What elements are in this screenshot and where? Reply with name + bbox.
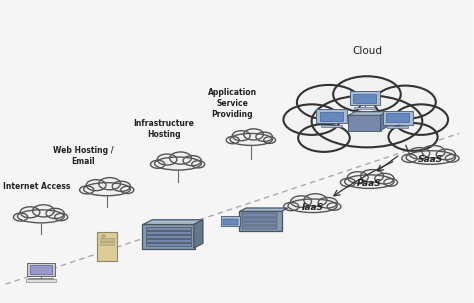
Ellipse shape: [384, 179, 398, 186]
FancyBboxPatch shape: [146, 239, 191, 242]
Ellipse shape: [170, 152, 191, 164]
FancyBboxPatch shape: [26, 279, 56, 282]
FancyBboxPatch shape: [146, 243, 191, 246]
Ellipse shape: [121, 186, 134, 194]
Ellipse shape: [375, 173, 394, 184]
Ellipse shape: [226, 136, 239, 144]
Circle shape: [101, 235, 105, 237]
Ellipse shape: [406, 151, 456, 164]
Polygon shape: [349, 112, 387, 115]
Ellipse shape: [361, 170, 383, 182]
FancyBboxPatch shape: [146, 235, 191, 238]
Ellipse shape: [264, 137, 275, 143]
Ellipse shape: [191, 161, 205, 168]
Ellipse shape: [297, 85, 361, 120]
FancyBboxPatch shape: [321, 125, 342, 127]
FancyBboxPatch shape: [348, 115, 381, 131]
Ellipse shape: [230, 133, 273, 145]
Ellipse shape: [151, 160, 165, 168]
FancyBboxPatch shape: [100, 242, 114, 245]
Text: Internet Access: Internet Access: [3, 182, 71, 191]
Ellipse shape: [283, 104, 340, 135]
Ellipse shape: [340, 178, 356, 187]
FancyBboxPatch shape: [30, 265, 52, 274]
Ellipse shape: [157, 154, 177, 165]
Ellipse shape: [112, 181, 130, 191]
Ellipse shape: [256, 132, 273, 142]
FancyBboxPatch shape: [317, 109, 346, 123]
Ellipse shape: [183, 156, 201, 166]
FancyBboxPatch shape: [100, 238, 114, 241]
Ellipse shape: [304, 194, 327, 206]
Ellipse shape: [46, 208, 64, 218]
Ellipse shape: [291, 196, 311, 207]
Ellipse shape: [312, 95, 422, 147]
FancyBboxPatch shape: [354, 107, 375, 108]
Ellipse shape: [244, 129, 264, 140]
Ellipse shape: [13, 213, 28, 221]
Ellipse shape: [345, 175, 394, 188]
Ellipse shape: [232, 131, 250, 141]
FancyBboxPatch shape: [353, 94, 376, 103]
Ellipse shape: [18, 210, 64, 223]
FancyBboxPatch shape: [242, 218, 277, 221]
Text: SaaS: SaaS: [418, 155, 443, 164]
FancyBboxPatch shape: [239, 211, 283, 231]
FancyBboxPatch shape: [221, 216, 240, 226]
Ellipse shape: [20, 207, 40, 218]
FancyBboxPatch shape: [28, 278, 54, 279]
FancyBboxPatch shape: [242, 213, 277, 217]
Text: Application
Service
Providing: Application Service Providing: [208, 88, 257, 119]
FancyBboxPatch shape: [223, 219, 238, 225]
Ellipse shape: [436, 149, 456, 160]
FancyBboxPatch shape: [387, 126, 408, 128]
Ellipse shape: [374, 86, 436, 119]
FancyBboxPatch shape: [97, 232, 117, 261]
Ellipse shape: [445, 155, 459, 162]
Ellipse shape: [99, 178, 120, 190]
Text: IaaS: IaaS: [301, 203, 324, 212]
Ellipse shape: [327, 203, 341, 210]
Ellipse shape: [409, 148, 429, 159]
Polygon shape: [381, 112, 387, 130]
Text: PaaS: PaaS: [357, 179, 382, 188]
Ellipse shape: [298, 124, 350, 152]
Ellipse shape: [55, 213, 68, 221]
FancyBboxPatch shape: [350, 91, 380, 105]
Ellipse shape: [80, 186, 94, 194]
Ellipse shape: [318, 198, 337, 208]
FancyBboxPatch shape: [242, 226, 277, 229]
FancyBboxPatch shape: [386, 113, 409, 122]
FancyBboxPatch shape: [146, 227, 191, 231]
Ellipse shape: [394, 104, 448, 135]
Ellipse shape: [288, 199, 337, 213]
Text: Infrastructure
Hosting: Infrastructure Hosting: [133, 119, 194, 139]
FancyBboxPatch shape: [146, 231, 191, 235]
FancyBboxPatch shape: [383, 111, 413, 125]
Polygon shape: [143, 220, 203, 225]
Ellipse shape: [422, 145, 445, 158]
FancyBboxPatch shape: [27, 263, 55, 276]
Ellipse shape: [333, 76, 401, 112]
Ellipse shape: [284, 202, 299, 211]
Ellipse shape: [389, 123, 438, 151]
FancyBboxPatch shape: [142, 224, 195, 249]
Polygon shape: [240, 208, 288, 211]
FancyBboxPatch shape: [320, 112, 343, 121]
Ellipse shape: [86, 180, 106, 191]
Ellipse shape: [402, 154, 417, 162]
Text: Web Hosting /
Email: Web Hosting / Email: [53, 146, 114, 166]
Ellipse shape: [155, 157, 201, 170]
Ellipse shape: [347, 172, 368, 183]
Ellipse shape: [33, 205, 55, 217]
Ellipse shape: [83, 183, 130, 196]
Text: Cloud: Cloud: [352, 46, 382, 56]
Polygon shape: [194, 220, 203, 248]
FancyBboxPatch shape: [242, 221, 277, 225]
